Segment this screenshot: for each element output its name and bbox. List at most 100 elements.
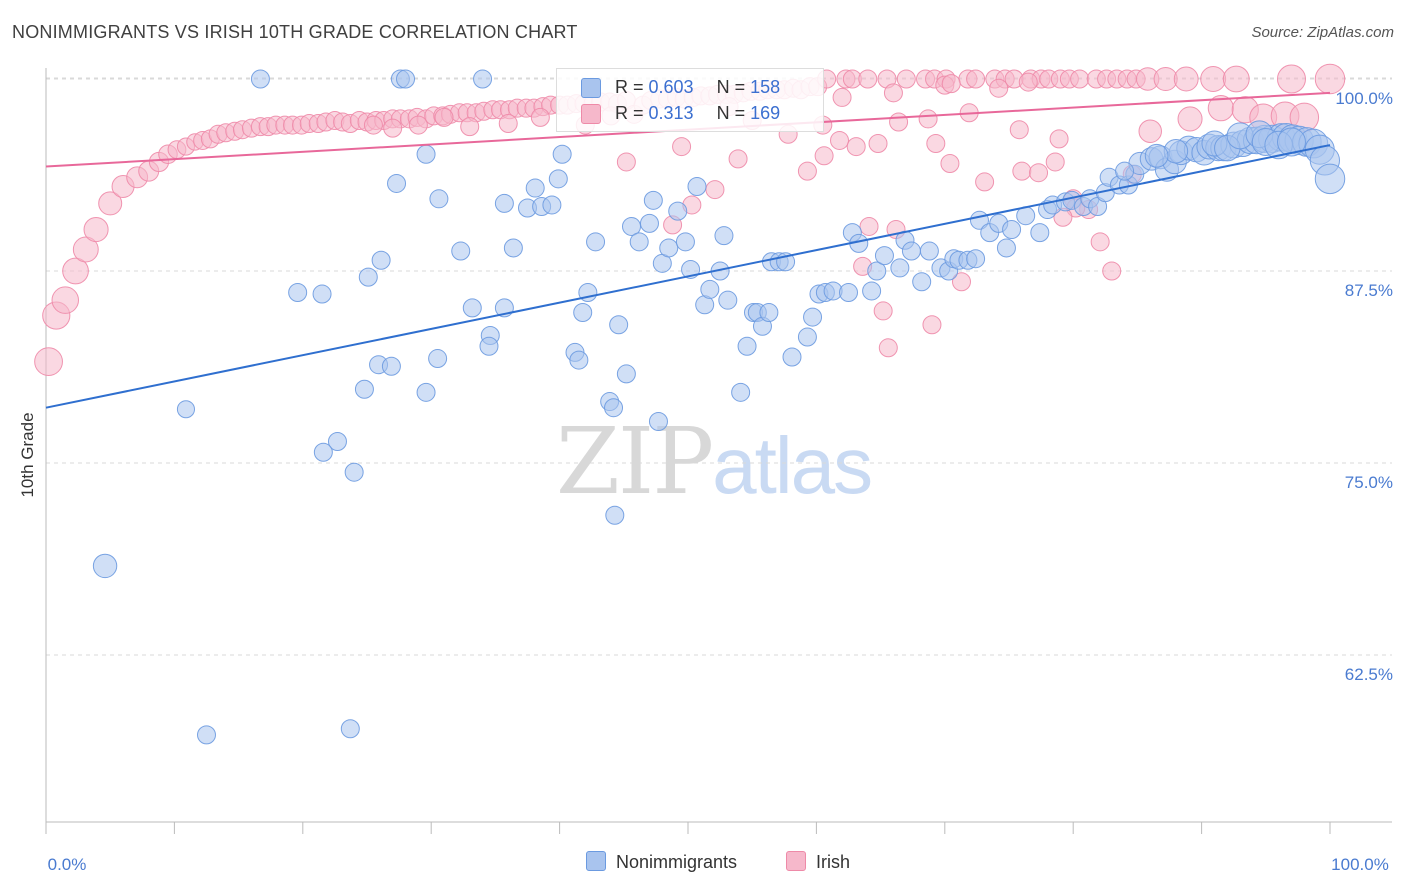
bottom-legend-irish: Irish	[786, 851, 850, 873]
irish-point	[98, 191, 123, 216]
nonimmigrant-point	[687, 177, 707, 197]
irish-point	[832, 87, 852, 107]
legend-row-nonimmigrants: R = 0.603 N = 158	[581, 77, 781, 99]
irish-point	[896, 69, 916, 89]
y-tick-label: 75.0%	[1345, 473, 1393, 492]
correlation-legend: R = 0.603 N = 158 R = 0.313 N = 169	[556, 68, 824, 132]
irish-point	[1153, 66, 1178, 92]
nonimmigrant-point	[494, 193, 514, 213]
irish-point	[83, 216, 109, 243]
legend-row-irish: R = 0.313 N = 169	[581, 103, 781, 125]
nonimmigrant-point	[473, 69, 493, 89]
bottom-legend-label-nonimmigrants: Nonimmigrants	[616, 852, 738, 872]
nonimmigrant-point	[966, 249, 986, 269]
legend-swatch-blue	[581, 78, 601, 98]
nonimmigrant-point	[659, 238, 679, 258]
nonimmigrant-point	[327, 431, 347, 451]
legend-r-value: 0.603	[648, 77, 694, 97]
irish-point	[728, 149, 748, 169]
nonimmigrant-point	[912, 272, 932, 292]
irish-point	[859, 216, 879, 236]
nonimmigrant-point	[668, 201, 688, 221]
nonimmigrant-point	[429, 189, 449, 209]
irish-point	[616, 152, 636, 172]
nonimmigrant-point	[782, 347, 802, 367]
irish-point	[889, 112, 909, 132]
nonimmigrant-point	[629, 232, 649, 252]
nonimmigrant-point	[197, 725, 216, 745]
nonimmigrant-point	[542, 195, 562, 215]
irish-point	[1138, 119, 1162, 143]
nonimmigrant-point	[643, 190, 663, 210]
irish-point	[1276, 64, 1306, 94]
irish-point	[1070, 69, 1090, 89]
y-tick-label: 87.5%	[1345, 281, 1393, 300]
nonimmigrant-point	[639, 213, 659, 233]
irish-point	[918, 109, 938, 129]
nonimmigrant-point	[479, 336, 499, 356]
bottom-legend-nonimmigrants: Nonimmigrants	[586, 851, 737, 873]
nonimmigrant-point	[890, 258, 910, 278]
nonimmigrant-point	[381, 356, 401, 376]
irish-point	[34, 347, 63, 377]
y-tick-label: 62.5%	[1345, 665, 1393, 684]
legend-n-label: N =	[716, 77, 751, 97]
legend-n-value: 169	[750, 103, 781, 123]
nonimmigrant-point	[525, 178, 545, 198]
nonimmigrant-point	[313, 442, 333, 462]
nonimmigrant-point	[416, 144, 436, 164]
nonimmigrant-point	[416, 382, 436, 402]
legend-r-value: 0.313	[648, 103, 694, 123]
nonimmigrant-point	[874, 246, 894, 266]
nonimmigrant-point	[358, 267, 378, 287]
nonimmigrant-points	[92, 69, 1346, 745]
nonimmigrant-point	[503, 238, 523, 258]
x-tick-label: 0.0%	[48, 855, 87, 874]
chart-title: NONIMMIGRANTS VS IRISH 10TH GRADE CORREL…	[12, 22, 578, 42]
nonimmigrant-point	[718, 290, 738, 310]
irish-point	[434, 107, 454, 127]
nonimmigrant-point	[387, 173, 407, 193]
nonimmigrant-point	[867, 261, 887, 281]
nonimmigrant-point	[1030, 223, 1050, 243]
nonimmigrant-point	[604, 398, 624, 418]
irish-point	[814, 146, 834, 166]
nonimmigrant-point	[901, 241, 921, 261]
irish-point	[1045, 152, 1065, 172]
irish-point	[51, 286, 80, 314]
axes	[45, 68, 1392, 834]
nonimmigrant-point	[737, 336, 757, 356]
irish-point	[383, 118, 403, 138]
irish-point	[868, 134, 888, 154]
irish-point	[797, 161, 817, 181]
irish-point	[705, 180, 725, 200]
irish-point	[858, 69, 878, 89]
nonimmigrant-point	[312, 284, 332, 304]
irish-point	[940, 153, 960, 173]
irish-point	[846, 137, 866, 157]
nonimmigrant-point	[862, 281, 882, 301]
irish-point	[460, 117, 480, 137]
nonimmigrant-point	[996, 238, 1016, 258]
nonimmigrant-point	[675, 232, 695, 252]
legend-r-label: R =	[615, 103, 649, 123]
irish-point	[363, 115, 383, 135]
nonimmigrant-point	[586, 232, 606, 252]
nonimmigrant-point	[616, 364, 636, 384]
nonimmigrant-point	[803, 307, 823, 327]
bottom-legend-label-irish: Irish	[816, 852, 851, 872]
nonimmigrant-point	[759, 302, 779, 322]
irish-point	[1018, 72, 1038, 92]
irish-point	[1177, 106, 1203, 132]
nonimmigrant-point	[714, 226, 734, 246]
nonimmigrant-point	[428, 349, 448, 369]
legend-n-value: 158	[750, 77, 781, 97]
nonimmigrant-point	[1276, 127, 1306, 157]
irish-point	[72, 236, 99, 263]
irish-point	[883, 83, 903, 103]
irish-point	[1009, 120, 1029, 140]
nonimmigrant-point	[919, 241, 939, 261]
irish-point	[1102, 261, 1122, 281]
irish-point	[1222, 65, 1250, 93]
